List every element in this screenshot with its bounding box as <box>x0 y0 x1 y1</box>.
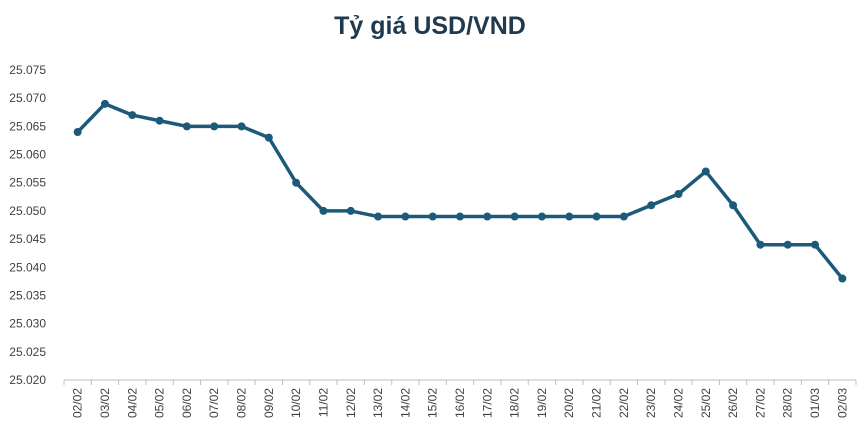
y-axis-labels: 25.020 25.025 25.030 25.035 25.040 25.045 25.0… <box>9 63 46 387</box>
x-tick-label: 04/02 <box>125 388 139 418</box>
data-point <box>237 122 246 131</box>
series-group <box>73 99 847 283</box>
data-point <box>701 167 710 176</box>
data-point <box>811 240 820 249</box>
x-tick-label: 08/02 <box>235 388 249 418</box>
x-tick-label: 01/03 <box>808 388 822 418</box>
x-tick-label: 11/02 <box>316 388 330 417</box>
data-point <box>510 212 519 221</box>
x-tick-label: 22/02 <box>617 388 631 418</box>
x-tick-label: 28/02 <box>781 388 795 418</box>
data-point <box>838 274 847 283</box>
data-point <box>182 122 191 131</box>
x-axis-labels: 02/02 03/02 04/02 05/02 06/02 07/02 08/02 09/02… <box>71 388 850 418</box>
x-tick-label: 24/02 <box>671 388 685 418</box>
data-point <box>264 133 273 142</box>
x-tick-label: 07/02 <box>207 388 221 418</box>
data-point <box>783 240 792 249</box>
y-tick-label: 25.045 <box>9 232 46 246</box>
x-tick-label: 05/02 <box>153 388 167 418</box>
y-tick-label: 25.030 <box>9 317 46 331</box>
data-point <box>319 206 328 215</box>
data-point <box>374 212 383 221</box>
x-tick-label: 15/02 <box>426 388 440 418</box>
x-tick-label: 18/02 <box>508 388 522 418</box>
data-point <box>647 201 656 210</box>
x-tick-label: 17/02 <box>480 388 494 418</box>
chart-title: Tỷ giá USD/VND <box>334 12 526 40</box>
y-tick-label: 25.075 <box>9 63 46 77</box>
data-point <box>756 240 765 249</box>
y-tick-label: 25.035 <box>9 288 46 302</box>
y-tick-label: 25.020 <box>9 373 46 387</box>
x-tick-label: 06/02 <box>180 388 194 418</box>
data-point <box>401 212 410 221</box>
x-tick-label: 25/02 <box>699 388 713 418</box>
x-tick-label: 26/02 <box>726 388 740 418</box>
x-tick-label: 03/02 <box>98 388 112 418</box>
data-point <box>592 212 601 221</box>
y-tick-label: 25.065 <box>9 119 46 133</box>
data-point <box>619 212 628 221</box>
data-point <box>483 212 492 221</box>
x-tick-label: 16/02 <box>453 388 467 418</box>
x-tick-label: 27/02 <box>753 388 767 418</box>
data-point <box>565 212 574 221</box>
x-tick-label: 20/02 <box>562 388 576 418</box>
y-tick-label: 25.055 <box>9 176 46 190</box>
data-point <box>210 122 219 131</box>
data-point <box>456 212 464 221</box>
data-point <box>674 190 683 198</box>
x-tick-label: 09/02 <box>262 388 276 418</box>
x-tick-label: 23/02 <box>644 388 658 418</box>
data-point <box>729 201 738 210</box>
y-tick-label: 25.040 <box>9 260 46 274</box>
y-tick-label: 25.050 <box>9 204 46 218</box>
x-tick-label: 13/02 <box>371 388 385 418</box>
x-tick-label: 10/02 <box>289 388 303 418</box>
data-point <box>428 212 437 221</box>
y-tick-label: 25.025 <box>9 345 46 359</box>
y-tick-label: 25.060 <box>9 148 46 162</box>
x-tick-label: 21/02 <box>590 388 604 418</box>
x-tick-label: 12/02 <box>344 388 358 418</box>
y-tick-label: 25.070 <box>9 91 46 105</box>
x-tick-label: 14/02 <box>398 388 412 418</box>
data-point <box>537 212 546 221</box>
data-point <box>73 128 82 136</box>
data-point <box>292 178 301 187</box>
x-tick-label: 02/03 <box>835 388 849 418</box>
data-point <box>155 116 164 125</box>
x-tick-label: 19/02 <box>535 388 549 418</box>
data-point <box>346 206 355 215</box>
series-line <box>75 102 845 281</box>
data-point <box>100 99 109 108</box>
x-tick-label: 02/02 <box>71 388 85 418</box>
x-axis <box>63 379 857 385</box>
data-point <box>128 111 137 120</box>
